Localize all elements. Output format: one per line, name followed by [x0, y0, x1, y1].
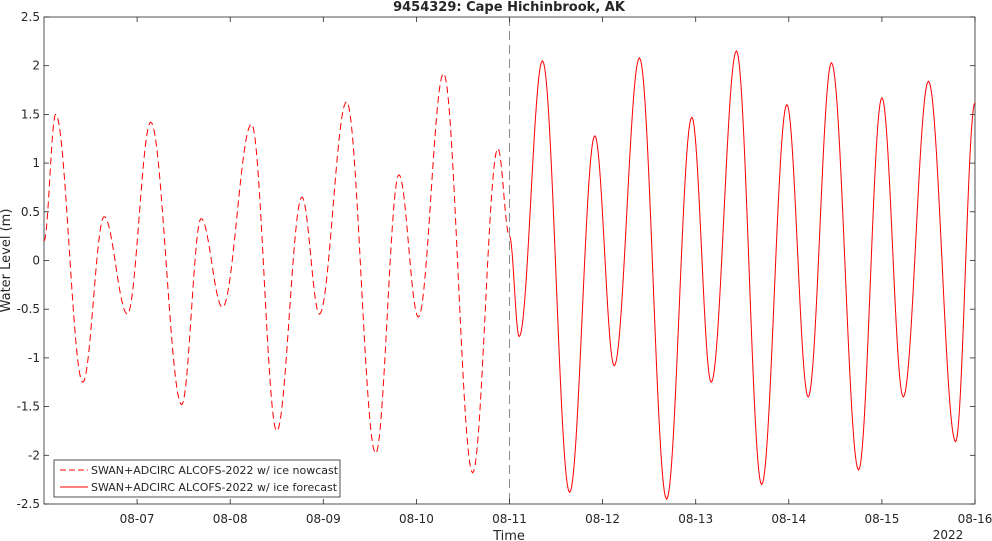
y-tick-label: -1 — [28, 351, 40, 365]
series-lines — [43, 50, 976, 501]
x-tick-label: 08-13 — [678, 512, 713, 526]
y-tick-label: 2 — [32, 59, 40, 73]
x-tick-label: 08-14 — [771, 512, 806, 526]
x-tick-label: 08-07 — [120, 512, 155, 526]
x-tick-label: 08-11 — [492, 512, 527, 526]
x-axis-ticks: 08-07 08-08 08-09 08-10 08-11 08-12 08-13 08-14… — [120, 17, 992, 526]
legend-label-nowcast: SWAN+ADCIRC ALCOFS-2022 w/ ice nowcast — [91, 464, 339, 477]
y-axis-ticks: -2.5 -2 -1.5 -1 -0.5 0 0.5 1 1.5 2 2.5 — [17, 10, 975, 511]
y-axis-label: Water Level (m) — [0, 209, 14, 313]
x-tick-label: 08-08 — [213, 512, 248, 526]
legend: SWAN+ADCIRC ALCOFS-2022 w/ ice nowcast S… — [53, 459, 341, 498]
y-tick-label: -2 — [28, 448, 40, 462]
legend-label-forecast: SWAN+ADCIRC ALCOFS-2022 w/ ice forecast — [91, 481, 338, 494]
y-tick-label: 0.5 — [21, 205, 40, 219]
y-tick-label: 0 — [32, 254, 40, 268]
y-tick-label: 1.5 — [21, 107, 40, 121]
y-tick-label: 1 — [32, 156, 40, 170]
x-axis-label: Time — [492, 529, 525, 541]
y-tick-label: -0.5 — [17, 302, 40, 316]
x-tick-label: 08-12 — [585, 512, 620, 526]
y-tick-label: -1.5 — [17, 400, 40, 414]
chart-title: 9454329: Cape Hichinbrook, AK — [393, 0, 626, 15]
x-tick-label: 08-15 — [864, 512, 899, 526]
x-tick-label: 08-16 — [958, 512, 992, 526]
y-tick-label: -2.5 — [17, 497, 40, 511]
x-tick-label: 08-09 — [306, 512, 341, 526]
y-tick-label: 2.5 — [21, 10, 40, 24]
forecast-series-line — [509, 50, 976, 501]
nowcast-series-line — [43, 72, 510, 474]
legend-box — [53, 459, 341, 498]
x-tick-label: 08-10 — [399, 512, 434, 526]
year-label: 2022 — [933, 528, 964, 541]
